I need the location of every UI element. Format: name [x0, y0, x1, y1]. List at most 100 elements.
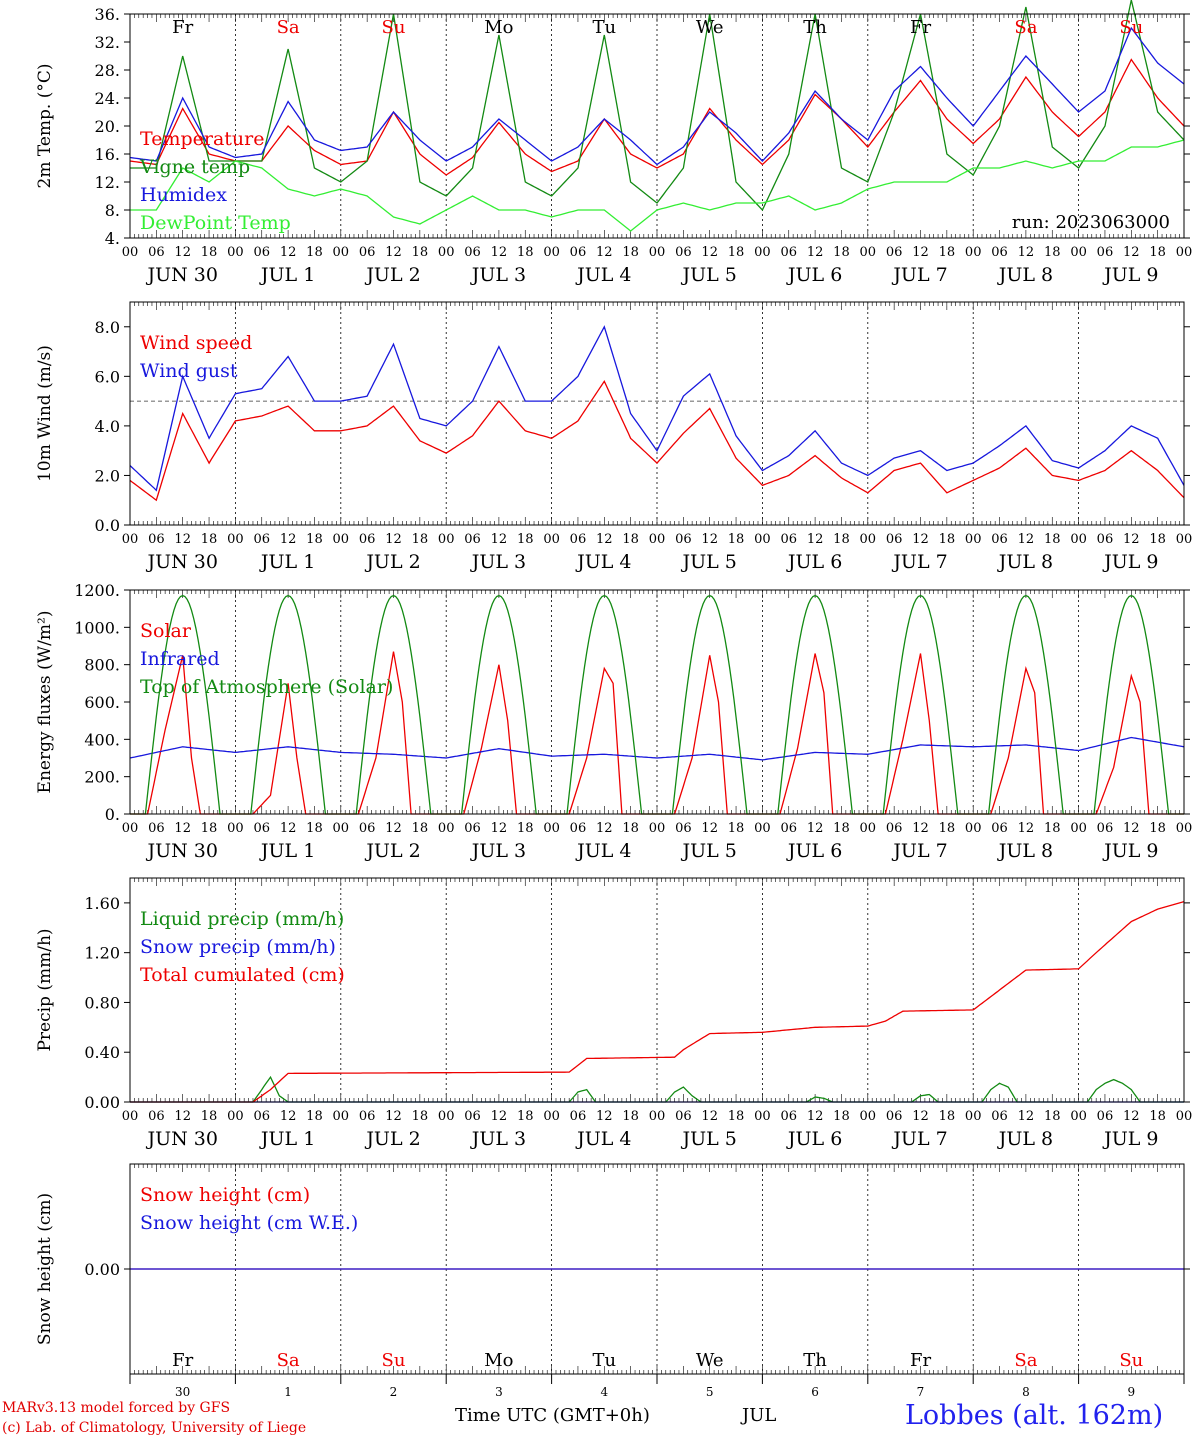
- x-date-label: JUL 2: [364, 264, 420, 286]
- x-hour-label: 06: [148, 532, 165, 547]
- panel-frame: [129, 13, 1185, 239]
- x-hour-label: 06: [780, 1109, 797, 1124]
- panel-1: [124, 0, 1190, 239]
- x-hour-label: 00: [333, 532, 350, 547]
- x-hour-label: 00: [649, 245, 666, 260]
- y-tick-label: 0.0: [95, 516, 120, 535]
- x-hour-label: 00: [227, 1109, 244, 1124]
- x-hour-label: 18: [306, 821, 323, 836]
- x-hour-label: 00: [754, 1109, 771, 1124]
- x-hour-label: 06: [991, 245, 1008, 260]
- x-hour-label: 00: [1176, 1109, 1193, 1124]
- legend-solar: Solar: [140, 620, 192, 642]
- x-date-label: JUL 4: [575, 1128, 631, 1150]
- x-hour-label: 00: [333, 821, 350, 836]
- x-hour-label: 06: [675, 821, 692, 836]
- x-hour-label: 12: [596, 1109, 613, 1124]
- x-hour-label: 12: [385, 821, 402, 836]
- x-date-label: JUL 7: [891, 1128, 947, 1150]
- x-hour-label: 18: [201, 532, 218, 547]
- day-name-label: Tu: [592, 1350, 616, 1371]
- y-tick-label: 1200.: [74, 581, 120, 600]
- run-annotation: run: 2023063000: [1012, 212, 1170, 233]
- series-line-wind-speed: [129, 379, 1185, 502]
- day-name-label: Th: [803, 17, 827, 38]
- y-tick-label: 1.20: [84, 944, 120, 963]
- x-hour-label: 00: [1070, 1109, 1087, 1124]
- x-hour-label: 18: [1149, 532, 1166, 547]
- x-hour-label: 12: [1018, 821, 1035, 836]
- x-date-label: JUL 2: [364, 840, 420, 862]
- x-hour-label: 06: [464, 1109, 481, 1124]
- x-hour-label: 00: [754, 245, 771, 260]
- y-tick-label: 20.: [95, 117, 120, 136]
- x-hour-label: 18: [1044, 532, 1061, 547]
- x-hour-label: 12: [912, 1109, 929, 1124]
- legend-snow-height-cm-: Snow height (cm): [140, 1184, 310, 1206]
- y-tick-label: 600.: [84, 693, 120, 712]
- x-hour-label: 00: [754, 532, 771, 547]
- x-hour-label: 18: [833, 821, 850, 836]
- x-hour-label: 00: [438, 532, 455, 547]
- x-hour-label: 00: [122, 532, 139, 547]
- x-hour-label: 00: [1070, 532, 1087, 547]
- day-name-label: Su: [382, 1350, 406, 1371]
- x-hour-label: 18: [517, 821, 534, 836]
- x-date-label: JUL 3: [470, 1128, 526, 1150]
- x-hour-label: 12: [280, 245, 297, 260]
- x-hour-label: 12: [1123, 245, 1140, 260]
- day-number-label: 30: [175, 1385, 190, 1399]
- x-hour-label: 00: [122, 821, 139, 836]
- x-date-label: JUL 9: [1102, 840, 1158, 862]
- day-name-label: Mo: [484, 17, 513, 38]
- x-date-label: JUL 4: [575, 551, 631, 573]
- x-hour-label: 06: [359, 821, 376, 836]
- x-hour-label: 06: [675, 245, 692, 260]
- day-number-label: 1: [284, 1385, 292, 1399]
- x-date-label: JUL 1: [259, 551, 315, 573]
- x-hour-label: 12: [1018, 532, 1035, 547]
- x-hour-label: 18: [939, 245, 956, 260]
- x-hour-label: 12: [385, 245, 402, 260]
- legend-total-cumulated-cm-: Total cumulated (cm): [140, 964, 345, 986]
- day-name-label: We: [696, 17, 724, 38]
- x-hour-label: 18: [306, 245, 323, 260]
- x-date-label: JUL 1: [259, 840, 315, 862]
- x-hour-label: 12: [1123, 532, 1140, 547]
- panel-4: [124, 877, 1190, 1103]
- x-hour-label: 00: [1176, 821, 1193, 836]
- y-tick-label: 0.00: [84, 1093, 120, 1112]
- x-hour-label: 18: [201, 1109, 218, 1124]
- day-name-label: Sa: [277, 17, 300, 38]
- day-number-label: 9: [1127, 1385, 1135, 1399]
- x-date-label: JUL 6: [786, 840, 842, 862]
- x-date-label: JUL 9: [1102, 1128, 1158, 1150]
- x-hour-label: 06: [886, 1109, 903, 1124]
- x-date-label: JUL 2: [364, 1128, 420, 1150]
- day-name-label: Fr: [910, 1350, 931, 1371]
- panel-3: [124, 589, 1190, 815]
- x-hour-label: 12: [807, 821, 824, 836]
- x-hour-label: 12: [491, 821, 508, 836]
- day-number-label: 3: [495, 1385, 503, 1399]
- series-line-wind-gust: [129, 325, 1185, 492]
- x-hour-label: 06: [675, 1109, 692, 1124]
- day-number-label: 4: [600, 1385, 608, 1399]
- y-tick-label: 28.: [95, 61, 120, 80]
- x-date-label: JUL 8: [997, 551, 1053, 573]
- x-hour-label: 00: [438, 1109, 455, 1124]
- x-hour-label: 06: [570, 245, 587, 260]
- x-hour-label: 00: [860, 245, 877, 260]
- x-hour-label: 00: [649, 1109, 666, 1124]
- x-hour-label: 12: [174, 1109, 191, 1124]
- x-hour-label: 12: [491, 1109, 508, 1124]
- legend-liquid-precip-mm-h-: Liquid precip (mm/h): [140, 908, 344, 930]
- x-date-label: JUL 1: [259, 1128, 315, 1150]
- y-tick-label: 1.60: [84, 894, 120, 913]
- x-hour-label: 18: [306, 1109, 323, 1124]
- x-hour-label: 18: [622, 245, 639, 260]
- day-name-label: Fr: [172, 1350, 193, 1371]
- x-hour-label: 06: [991, 1109, 1008, 1124]
- x-hour-label: 00: [860, 1109, 877, 1124]
- x-hour-label: 00: [965, 245, 982, 260]
